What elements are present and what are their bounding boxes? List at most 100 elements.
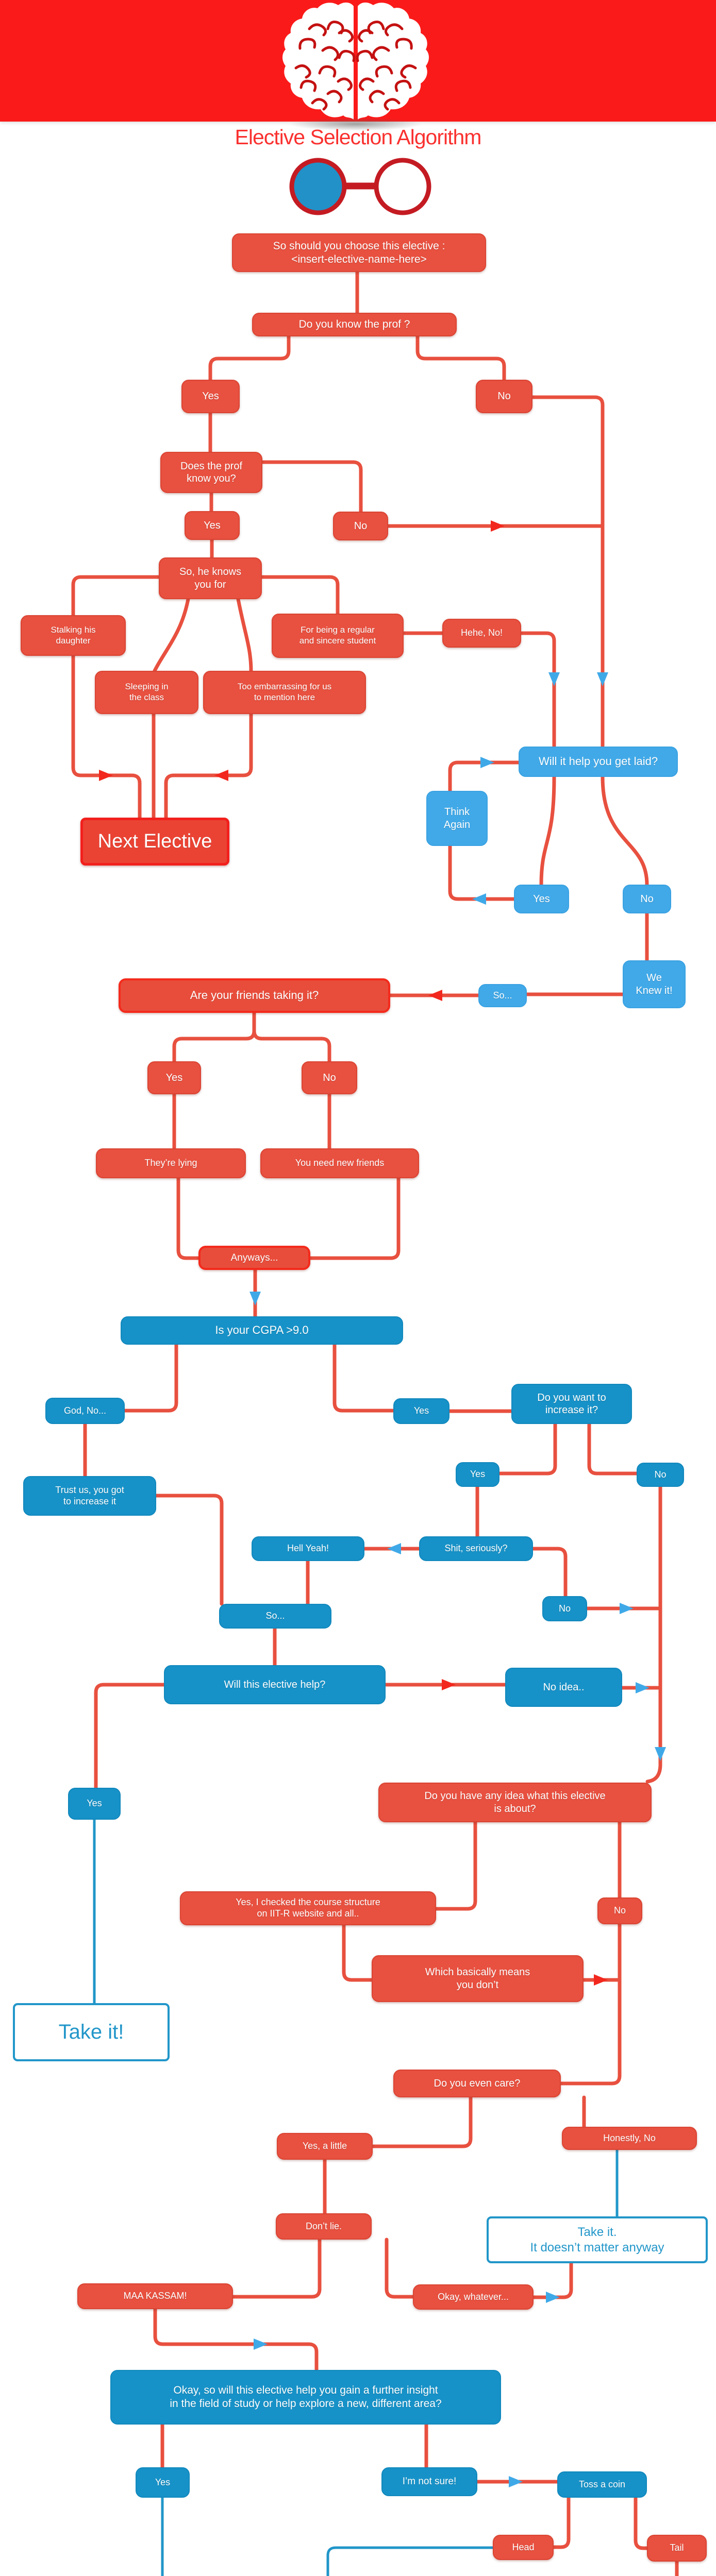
node-no_laid: No [623, 885, 671, 913]
node-so_2: So... [219, 1604, 331, 1629]
node-think_again: Think Again [426, 791, 488, 846]
connector-arrow-icon [214, 770, 228, 781]
node-q_laid: Will it help you get laid? [519, 747, 678, 777]
node-q_any_idea: Do you have any idea what this elective … [378, 1783, 652, 1822]
node-so_1: So... [478, 984, 527, 1007]
connector-line [153, 2307, 319, 2372]
node-q_help: Will this elective help? [164, 1665, 386, 1704]
connector-line [260, 575, 340, 616]
node-no_prof_knows: No [333, 512, 388, 540]
node-knows_you_for: So, he knows you for [159, 557, 262, 599]
node-yes_know_prof: Yes [181, 380, 240, 413]
glasses-right-lens [374, 158, 431, 215]
node-take_it_matter: Take it. It doesn’t matter anyway [487, 2216, 708, 2263]
connector-line [448, 844, 516, 901]
node-head: Head [493, 2535, 554, 2560]
connector-line [208, 334, 291, 382]
connector-line [123, 1343, 178, 1413]
node-yes_friends: Yes [147, 1061, 201, 1094]
node-embarrassing: Too embarrassing for us to mention here [203, 671, 366, 714]
node-stalking: Stalking his daughter [21, 615, 126, 656]
node-regular: For being a regular and sincere student [272, 614, 404, 658]
brain-shadow [289, 117, 423, 131]
node-q_know_prof: Do you know the prof ? [252, 313, 457, 336]
glasses-left-lens [289, 158, 347, 215]
node-sleeping: Sleeping in the class [95, 671, 198, 714]
connector-line [559, 1922, 622, 2086]
node-checked_structure: Yes, I checked the course structure on I… [180, 1891, 436, 1925]
connector-line [634, 2496, 649, 2550]
node-q_care: Do you even care? [393, 2070, 561, 2097]
node-yes_laid: Yes [514, 885, 569, 913]
connector-arrow-icon [546, 2292, 560, 2303]
header-banner [0, 0, 716, 122]
connector-line [326, 2546, 494, 2576]
connector-line [434, 1820, 477, 1911]
node-no_know_prof: No [476, 380, 532, 413]
connector-line [587, 1422, 639, 1476]
node-not_sure: I’m not sure! [381, 2467, 477, 2496]
connector-line [601, 775, 649, 887]
connector-line [415, 334, 506, 382]
connector-line [497, 1422, 557, 1476]
connector-arrow-icon [442, 1679, 456, 1690]
node-which_means: Which basically means you don’t [372, 1955, 584, 2002]
connector-line [530, 395, 605, 749]
connector-arrow-icon [387, 1543, 401, 1554]
connector-line [645, 1485, 662, 1784]
connector-arrow-icon [254, 2338, 268, 2350]
node-q_choose: So should you choose this elective : <in… [232, 233, 486, 272]
node-yes_insight: Yes [136, 2467, 190, 2498]
page-title: Elective Selection Algorithm [235, 125, 482, 149]
node-shit_seriously: Shit, seriously? [419, 1536, 533, 1561]
connector-arrow-icon [597, 672, 608, 686]
node-next_elective_1: Next Elective [80, 818, 229, 866]
connector-line [531, 1547, 568, 1598]
node-yes_cgpa: Yes [393, 1398, 449, 1424]
node-maa_kassam: MAA KASSAM! [77, 2283, 233, 2309]
connector-arrow-icon [480, 757, 494, 768]
connector-arrow-icon [509, 2476, 523, 2487]
connector-line [531, 2261, 573, 2299]
node-honestly_no: Honestly, No [562, 2127, 697, 2150]
node-hell_yeah: Hell Yeah! [252, 1536, 364, 1561]
node-q_cgpa: Is your CGPA >9.0 [121, 1316, 403, 1345]
connector-arrow-icon [99, 770, 113, 781]
connector-arrow-icon [472, 893, 486, 905]
connector-line [172, 1011, 256, 1063]
connector-line [94, 1683, 166, 1790]
connector-arrow-icon [428, 990, 442, 1001]
node-yes_little: Yes, a little [277, 2133, 373, 2160]
node-take_it_1: Take it! [13, 2003, 170, 2061]
connector-arrow-icon [620, 1603, 634, 1614]
brain-icon [282, 2, 429, 120]
connector-arrow-icon [655, 1747, 666, 1761]
node-yes_help: Yes [68, 1788, 121, 1820]
node-q_friends: Are your friends taking it? [119, 978, 390, 1013]
node-no_increase: No [637, 1463, 684, 1487]
node-hehe_no: Hehe, No! [442, 619, 521, 648]
node-no_idea: No idea.. [505, 1668, 622, 1707]
connector-arrow-icon [636, 1682, 650, 1693]
node-q_insight: Okay, so will this elective help you gai… [110, 2370, 501, 2425]
connector-line [236, 597, 253, 673]
connector-line [260, 460, 363, 514]
connector-line [539, 775, 556, 887]
node-no_shit: No [542, 1596, 587, 1621]
glasses-icon [289, 158, 431, 215]
connector-arrow-icon [594, 1974, 608, 1986]
connector-line [252, 1011, 331, 1063]
connector-arrow-icon [548, 672, 560, 686]
connector-line [231, 2238, 322, 2299]
connector-arrow-icon [249, 1292, 261, 1306]
node-lying: They’re lying [96, 1148, 246, 1178]
node-q_increase: Do you want to increase it? [511, 1384, 632, 1424]
connector-line [332, 1343, 395, 1413]
connector-line [164, 712, 253, 820]
node-q_prof_know_you: Does the prof know you? [160, 452, 262, 493]
node-new_friends: You need new friends [260, 1148, 419, 1178]
connector-arrow-icon [491, 520, 505, 532]
node-yes_increase: Yes [456, 1462, 499, 1487]
node-toss_coin: Toss a coin [557, 2471, 647, 2498]
